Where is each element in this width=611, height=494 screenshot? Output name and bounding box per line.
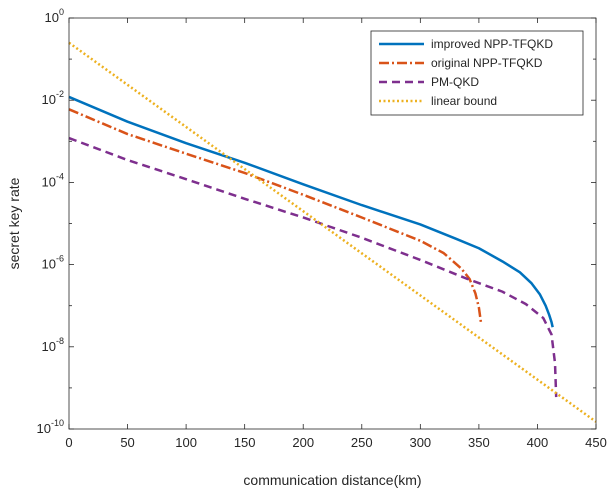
- legend-label-2: PM-QKD: [431, 75, 479, 89]
- y-axis-label: secret key rate: [6, 177, 22, 269]
- legend: improved NPP-TFQKD original NPP-TFQKD PM-Q…: [370, 30, 584, 116]
- series-line-1: [68, 108, 483, 325]
- y-tick-label: 10-6: [42, 254, 64, 272]
- ticks: [68, 17, 597, 430]
- x-tick-label: 200: [292, 435, 314, 450]
- x-tick-label: 50: [120, 435, 134, 450]
- x-tick-label: 0: [65, 435, 72, 450]
- x-tick-label: 350: [468, 435, 490, 450]
- y-tick-labels: 100 10-2 10-4 10-6 10-8 10-10: [37, 7, 64, 436]
- x-tick-label: 250: [351, 435, 373, 450]
- x-axis-label: communication distance(km): [243, 472, 421, 488]
- y-tick-label: 10-2: [42, 89, 64, 107]
- series-line-0: [68, 95, 554, 328]
- plot-lines: [68, 41, 597, 423]
- y-tick-label: 10-10: [37, 418, 64, 436]
- x-tick-labels: 0 50 100 150 200 250 300 350 400 450: [65, 435, 606, 450]
- x-tick-label: 300: [409, 435, 431, 450]
- legend-items: improved NPP-TFQKD original NPP-TFQKD PM-Q…: [379, 37, 553, 108]
- x-tick-label: 450: [585, 435, 607, 450]
- legend-label-0: improved NPP-TFQKD: [431, 37, 553, 51]
- y-tick-label: 10-8: [42, 336, 64, 354]
- legend-label-3: linear bound: [431, 94, 497, 108]
- series-line-3: [68, 41, 597, 423]
- y-tick-label: 10-4: [42, 171, 64, 189]
- x-tick-label: 150: [234, 435, 256, 450]
- x-tick-label: 400: [527, 435, 549, 450]
- legend-label-1: original NPP-TFQKD: [431, 56, 543, 70]
- x-tick-label: 100: [175, 435, 197, 450]
- y-tick-label: 100: [45, 7, 64, 25]
- series-line-2: [68, 136, 558, 398]
